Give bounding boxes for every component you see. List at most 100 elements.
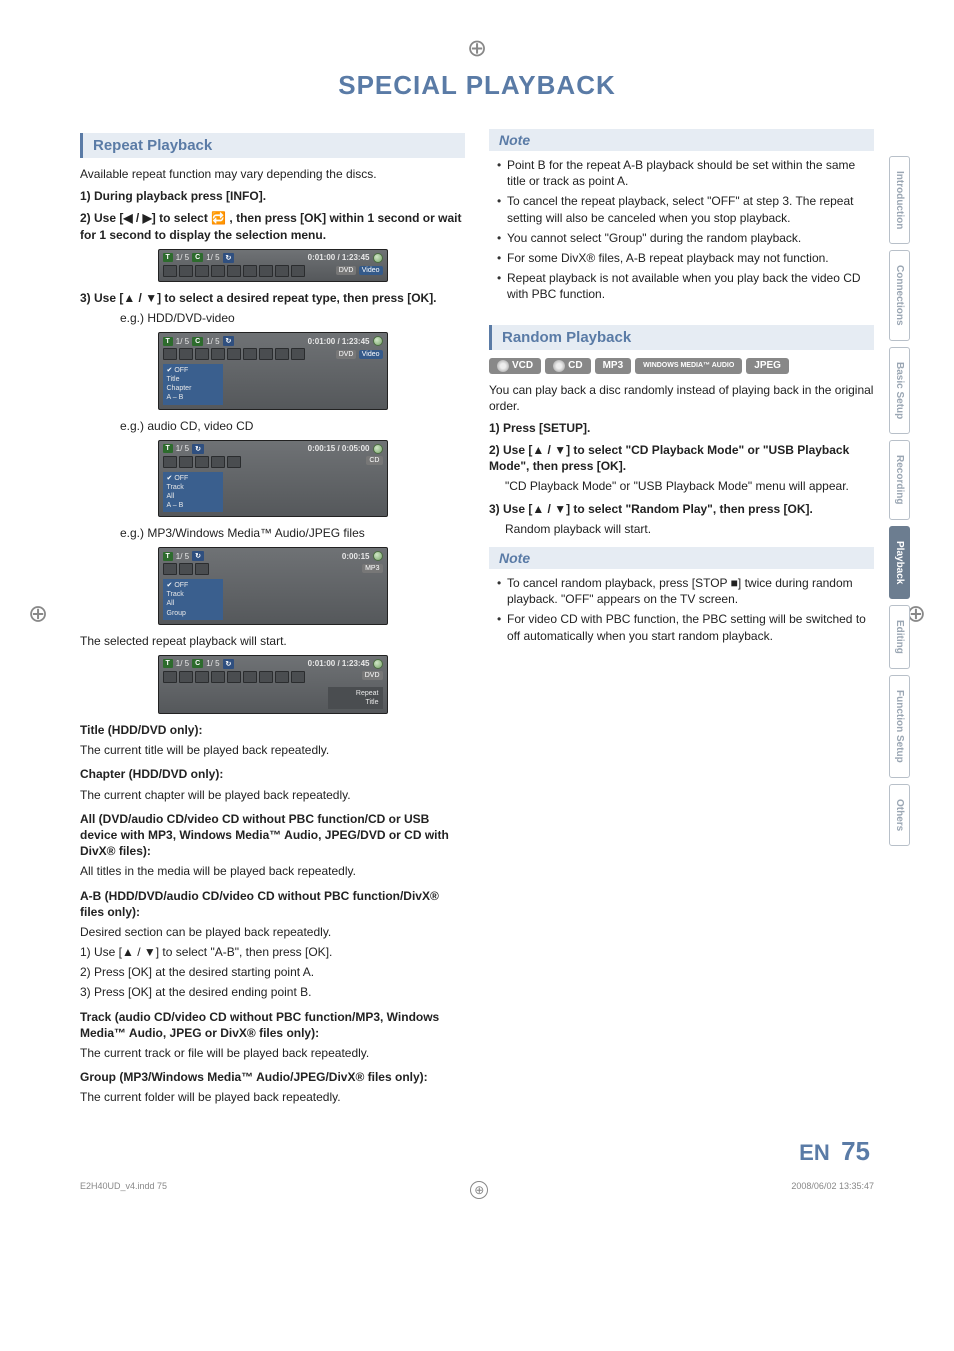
osd-dot-icon [373, 253, 383, 263]
osd-t-badge: T [163, 552, 173, 561]
footer-file: E2H40UD_v4.indd 75 [80, 1181, 167, 1199]
osd-icon [195, 456, 209, 468]
osd-dvd-badge: DVD [336, 350, 357, 359]
menu-item: OFF [167, 581, 219, 590]
osd-icon [227, 671, 241, 683]
recycle-icon: ⊕ [470, 1181, 488, 1199]
selected-text: The selected repeat playback will start. [80, 633, 465, 649]
osd-t-num: 1/ 5 [176, 552, 189, 561]
menu-item: A – B [167, 393, 219, 402]
step-1: 1) During playback press [INFO]. [80, 188, 465, 204]
osd-icon [211, 265, 225, 277]
right-column: Note Point B for the repeat A-B playback… [489, 119, 874, 1110]
tab-others: Others [889, 784, 910, 846]
title-text: The current title will be played back re… [80, 742, 465, 758]
osd-icon [275, 671, 289, 683]
tab-function-setup: Function Setup [889, 675, 910, 778]
osd-time: 0:01:00 / 1:23:45 [308, 659, 370, 668]
osd-video-badge: Video [359, 266, 383, 275]
note-header-2: Note [489, 547, 874, 569]
tab-playback: Playback [889, 526, 910, 599]
osd-t-badge: T [163, 659, 173, 668]
tab-recording: Recording [889, 440, 910, 519]
menu-item: Track [167, 483, 219, 492]
osd-icon [163, 265, 177, 277]
tab-editing: Editing [889, 605, 910, 669]
osd-icon [243, 671, 257, 683]
vcd-badge: VCD [489, 358, 541, 374]
menu-item: OFF [167, 474, 219, 483]
osd-t-badge: T [163, 253, 173, 262]
osd-time: 0:01:00 / 1:23:45 [308, 253, 370, 262]
random-step-1: 1) Press [SETUP]. [489, 420, 874, 436]
osd-t-badge: T [163, 337, 173, 346]
menu-item: All [167, 599, 219, 608]
title-heading: Title (HDD/DVD only): [80, 722, 465, 738]
group-text: The current folder will be played back r… [80, 1089, 465, 1105]
osd-icon [275, 348, 289, 360]
note-item: Repeat playback is not available when yo… [497, 270, 874, 302]
osd-icon [195, 265, 209, 277]
lang-label: EN [799, 1140, 830, 1165]
osd-icon [275, 265, 289, 277]
track-text: The current track or file will be played… [80, 1045, 465, 1061]
result-line: Repeat [332, 689, 379, 698]
osd-icon [163, 563, 177, 575]
random-step-2-sub: "CD Playback Mode" or "USB Playback Mode… [505, 478, 874, 494]
repeat-playback-header: Repeat Playback [80, 133, 465, 158]
osd-icon [211, 348, 225, 360]
osd-icon [291, 265, 305, 277]
osd-icon [259, 671, 273, 683]
osd-step2: T 1/ 5 C 1/ 5 ↻ 0:01:00 / 1:23:45 [158, 249, 388, 282]
group-heading: Group (MP3/Windows Media™ Audio/JPEG/Div… [80, 1069, 465, 1085]
osd-dot-icon [373, 444, 383, 454]
osd-icon [243, 348, 257, 360]
osd-icon [163, 456, 177, 468]
note-item: To cancel random playback, press [STOP ■… [497, 575, 874, 607]
jpeg-badge: JPEG [746, 358, 789, 374]
cd-badge: CD [545, 358, 590, 374]
osd-icon [227, 456, 241, 468]
osd-time: 0:00:15 / 0:05:00 [308, 444, 370, 453]
osd-video-badge: Video [359, 350, 383, 359]
track-heading: Track (audio CD/video CD without PBC fun… [80, 1009, 465, 1041]
menu-item: Title [167, 375, 219, 384]
osd-icon [227, 265, 241, 277]
random-intro: You can play back a disc randomly instea… [489, 382, 874, 414]
chapter-text: The current chapter will be played back … [80, 787, 465, 803]
ab-text-3: 2) Press [OK] at the desired starting po… [80, 964, 465, 980]
osd-icon [291, 348, 305, 360]
random-step-3: 3) Use [▲ / ▼] to select "Random Play", … [489, 501, 874, 517]
random-step-3-sub: Random playback will start. [505, 521, 874, 537]
mp3-badge: MP3 [595, 358, 632, 374]
osd-mp3-badge: MP3 [362, 564, 382, 573]
osd-icon [163, 348, 177, 360]
menu-item: Group [167, 609, 219, 618]
osd-icon [163, 671, 177, 683]
side-tabs: Introduction Connections Basic Setup Rec… [889, 156, 910, 846]
osd-t-num: 1/ 5 [176, 444, 189, 453]
random-step-2: 2) Use [▲ / ▼] to select "CD Playback Mo… [489, 442, 874, 474]
osd-c-num: 1/ 5 [206, 337, 219, 346]
tab-basic-setup: Basic Setup [889, 347, 910, 434]
tab-connections: Connections [889, 250, 910, 341]
note-item: You cannot select "Group" during the ran… [497, 230, 874, 246]
osd-icon [243, 265, 257, 277]
osd-c-num: 1/ 5 [206, 659, 219, 668]
note-item: Point B for the repeat A-B playback shou… [497, 157, 874, 189]
osd-icon [195, 671, 209, 683]
osd-icon [179, 563, 193, 575]
osd-dvd-badge: DVD [336, 266, 357, 275]
result-line: Title [332, 698, 379, 707]
note-item: To cancel the repeat playback, select "O… [497, 193, 874, 225]
osd-c-num: 1/ 5 [206, 253, 219, 262]
chapter-heading: Chapter (HDD/DVD only): [80, 766, 465, 782]
step-3: 3) Use [▲ / ▼] to select a desired repea… [80, 290, 465, 306]
all-text: All titles in the media will be played b… [80, 863, 465, 879]
osd-icon [211, 456, 225, 468]
osd-icon [179, 265, 193, 277]
osd-eg2: T 1/ 5 ↻ 0:00:15 / 0:05:00 [158, 440, 388, 517]
osd-c-badge: C [192, 337, 203, 346]
repeat-intro: Available repeat function may vary depen… [80, 166, 465, 182]
format-badges: VCD CD MP3 WINDOWS MEDIA™ AUDIO JPEG [489, 358, 874, 374]
